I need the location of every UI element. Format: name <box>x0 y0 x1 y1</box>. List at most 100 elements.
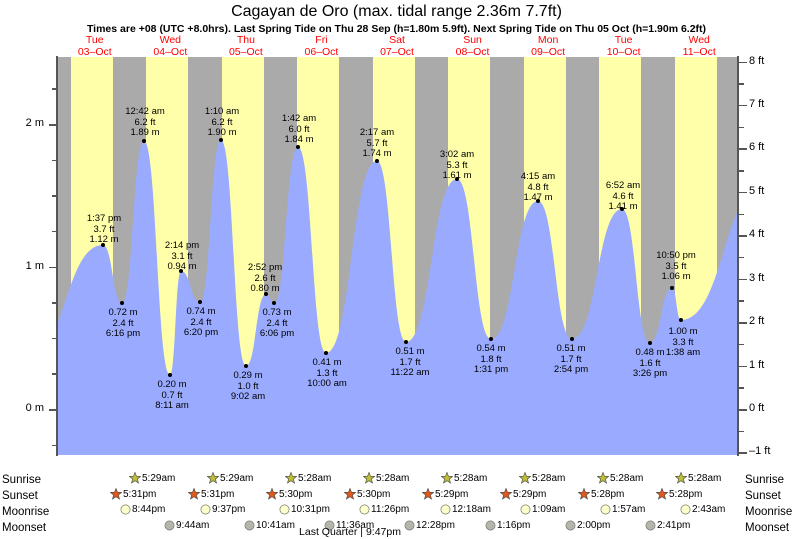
tide-label-line-0: 1:42 am <box>281 113 317 124</box>
sunset-time: 5:29pm <box>513 489 547 500</box>
tide-label-line-2: 1.84 m <box>284 134 314 145</box>
moonset-time: 12:28pm <box>416 520 455 531</box>
sunset-star-icon <box>421 487 435 504</box>
moonrise-time: 10:31pm <box>291 504 330 515</box>
right-tick <box>739 148 747 150</box>
tide-label-line-1: 1.3 ft <box>316 367 338 379</box>
sunset-star-icon <box>343 487 357 504</box>
moonrise-item: 8:44pm <box>120 504 165 519</box>
right-axis-tick-label-8: 0 ft <box>749 402 765 414</box>
tide-label-low-8: 0.54 m 1.8 ft 1:31 pm <box>431 343 551 376</box>
sunrise-star-icon <box>206 471 220 488</box>
sunset-time: 5:31pm <box>201 489 235 500</box>
tide-label-line-1: 5.3 ft <box>446 159 468 171</box>
tide-label-line-1: 5.7 ft <box>366 137 388 149</box>
tide-label-line-1: 6.0 ft <box>288 123 310 135</box>
tide-point-low-5 <box>272 301 276 305</box>
tide-label-line-0: 0.73 m <box>262 307 292 318</box>
moonrise-circle-icon <box>359 504 370 519</box>
tide-label-line-0: 0.51 m <box>556 343 586 354</box>
left-axis-line <box>56 56 58 456</box>
moonset-item: 11:36am <box>324 520 374 535</box>
right-tick <box>739 256 744 259</box>
tide-label-line-0: 2:17 am <box>359 127 395 138</box>
right-axis-tick-label-7: 1 ft <box>749 358 765 371</box>
day-date: 06–Oct <box>304 46 339 58</box>
day-of-week: Fri <box>315 34 328 46</box>
day-of-week: Mon <box>537 34 559 46</box>
tide-label-line-1: 1.7 ft <box>560 353 582 365</box>
tide-point-low-3 <box>198 300 202 304</box>
day-header-03–oct: Tue 03–Oct <box>57 34 133 58</box>
tide-label-line-1: 2.6 ft <box>254 272 276 284</box>
day-of-week: Sun <box>463 34 482 46</box>
right-tick <box>739 343 744 346</box>
tide-label-line-2: 1.41 m <box>608 201 638 212</box>
moonset-item: 12:28pm <box>404 520 455 535</box>
sunset-star-icon <box>265 487 279 504</box>
tide-label-line-0: 10:50 pm <box>656 250 696 261</box>
tide-point-high-3 <box>179 269 183 273</box>
day-header-07–oct: Sat 07–Oct <box>359 34 435 58</box>
sunset-star-icon <box>187 487 201 504</box>
tide-label-high-10: 6:52 am 4.6 ft 1.41 m <box>563 180 683 213</box>
moonrise-item: 11:26pm <box>359 504 409 519</box>
left-tick <box>52 159 57 162</box>
tide-label-high-9: 4:15 am 4.8 ft 1.47 m <box>478 171 598 204</box>
day-date: 05–Oct <box>228 46 263 58</box>
sunrise-time: 5:28am <box>688 473 722 484</box>
right-tick <box>739 170 744 172</box>
sunrise-time: 5:28am <box>454 473 488 484</box>
right-tick <box>739 430 744 433</box>
moonrise-circle-icon <box>120 504 131 519</box>
right-axis-tick-label-0: 8 ft <box>749 54 765 67</box>
tide-point-high-2 <box>142 139 146 143</box>
right-tick <box>739 61 747 64</box>
tide-label-line-0: 4:15 am <box>520 171 556 182</box>
tide-label-line-1: 1.8 ft <box>480 353 502 365</box>
moonrise-circle-icon <box>520 504 531 519</box>
sunset-row-label-right: Sunset <box>745 490 781 502</box>
moonrise-item: 10:31pm <box>279 504 330 519</box>
moonrise-item: 1:57am <box>600 504 645 519</box>
moonrise-time: 12:18am <box>452 504 491 515</box>
left-tick <box>52 444 57 447</box>
day-of-week: Wed <box>159 34 182 46</box>
day-header-04–oct: Wed 04–Oct <box>133 34 209 58</box>
tide-point-low-10 <box>648 341 652 345</box>
right-tick <box>739 213 744 216</box>
right-tick <box>739 126 744 129</box>
sunset-item: 5:31pm <box>187 487 235 504</box>
moonrise-circle-icon <box>680 504 691 519</box>
left-tick <box>52 88 57 90</box>
tide-plot-area <box>57 57 737 455</box>
tide-label-high-5: 2:52 pm 2.6 ft 0.80 m <box>205 262 325 295</box>
right-tick <box>739 278 747 281</box>
moonset-item: 9:44am <box>164 520 209 535</box>
moonrise-circle-icon <box>200 504 211 519</box>
sunrise-star-icon <box>440 471 454 488</box>
moonrise-item: 1:09am <box>520 504 565 519</box>
tide-label-line-1: 6.2 ft <box>211 116 233 128</box>
moonset-item: 2:00pm <box>565 520 610 535</box>
left-tick <box>52 302 57 304</box>
sunset-star-icon <box>109 487 123 504</box>
tide-label-line-2: 11:22 am <box>390 367 430 378</box>
sunset-time: 5:28pm <box>591 489 625 500</box>
right-axis-tick-label-2: 6 ft <box>749 141 765 154</box>
moonset-time: 9:44am <box>176 520 210 531</box>
sunrise-row-label-right: Sunrise <box>745 474 784 486</box>
tide-label-low-7: 0.51 m 1.7 ft 11:22 am <box>350 346 470 379</box>
day-date: 11–Oct <box>682 46 716 58</box>
tide-point-high-4 <box>219 138 223 142</box>
sunrise-time: 5:28am <box>298 473 332 484</box>
sunrise-item: 5:28am <box>284 471 332 488</box>
moonset-time: 2:00pm <box>577 520 611 531</box>
tide-label-line-2: 1.90 m <box>207 127 237 138</box>
tide-label-line-0: 3:02 am <box>439 149 475 160</box>
left-tick <box>52 230 57 233</box>
tide-label-line-0: 1.00 m <box>668 326 698 337</box>
moonrise-item: 9:37pm <box>200 504 245 519</box>
moonset-circle-icon <box>324 520 335 535</box>
